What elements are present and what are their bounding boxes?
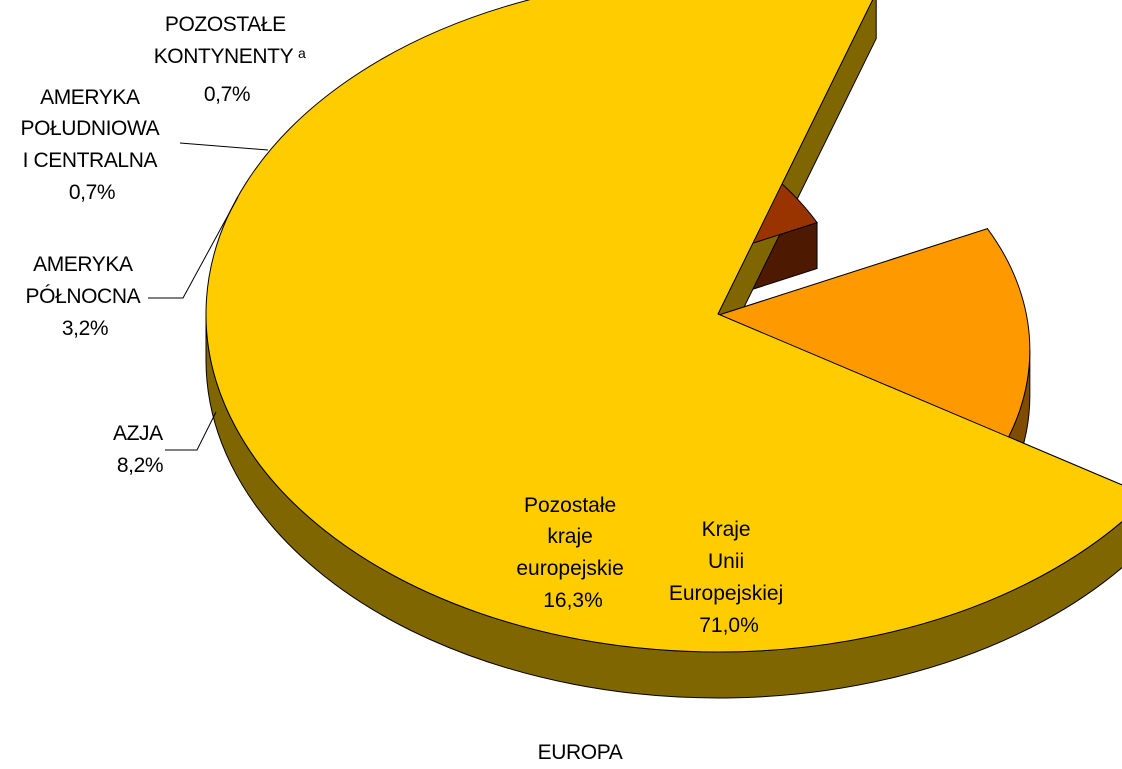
label-pozostale-kontynenty-value: 0,7% [204,83,250,106]
label-kraje-ue-l1: Kraje [702,518,751,541]
pie-tops [205,0,1122,653]
label-pozostale-kraje-l2: kraje [547,525,593,548]
label-ameryka-polnocna-value: 3,2% [62,317,108,340]
label-ameryka-poludniowa: AMERYKA POŁUDNIOWA I CENTRALNA 0,7% [20,86,163,204]
label-europa: EUROPA [538,741,623,764]
label-pozostale-kraje: Pozostałe kraje europejskie 16,3% [516,494,629,612]
label-azja: AZJA 8,2% [113,422,167,477]
label-ameryka-polnocna-l1: AMERYKA [33,253,133,276]
footnote-marker: a [298,45,306,61]
label-ameryka-poludniowa-value: 0,7% [69,181,115,204]
label-pozostale-kontynenty: POZOSTAŁE KONTYNENTY 0,7% [154,13,299,106]
label-kraje-ue: Kraje Unii Europejskiej 71,0% [669,518,789,637]
label-pozostale-kontynenty-l2: KONTYNENTY [154,45,294,68]
leader-azja [165,411,217,451]
label-pozostale-kraje-value: 16,3% [543,589,603,612]
label-azja-l1: AZJA [113,422,163,445]
label-ameryka-polnocna: AMERYKA PÓŁNOCNA 3,2% [26,253,145,340]
slice-kraje-unii-europejskiej [205,0,1122,653]
label-ameryka-poludniowa-l2: POŁUDNIOWA [20,117,159,140]
label-ameryka-poludniowa-l3: I CENTRALNA [23,149,158,172]
label-kraje-ue-l3: Europejskiej [669,582,783,605]
label-ameryka-polnocna-l2: PÓŁNOCNA [26,285,141,308]
label-pozostale-kraje-l3: europejskie [516,557,623,580]
label-pozostale-kontynenty-l1: POZOSTAŁE [165,13,286,36]
label-kraje-ue-l2: Unii [708,550,744,573]
leader-pozostale-kontynenty [179,142,269,151]
label-ameryka-poludniowa-l1: AMERYKA [40,86,140,109]
label-pozostale-kraje-l1: Pozostałe [524,494,616,517]
label-azja-value: 8,2% [117,454,163,477]
leader-ameryka-poludniowa [148,196,239,299]
label-kraje-ue-value: 71,0% [699,614,759,637]
